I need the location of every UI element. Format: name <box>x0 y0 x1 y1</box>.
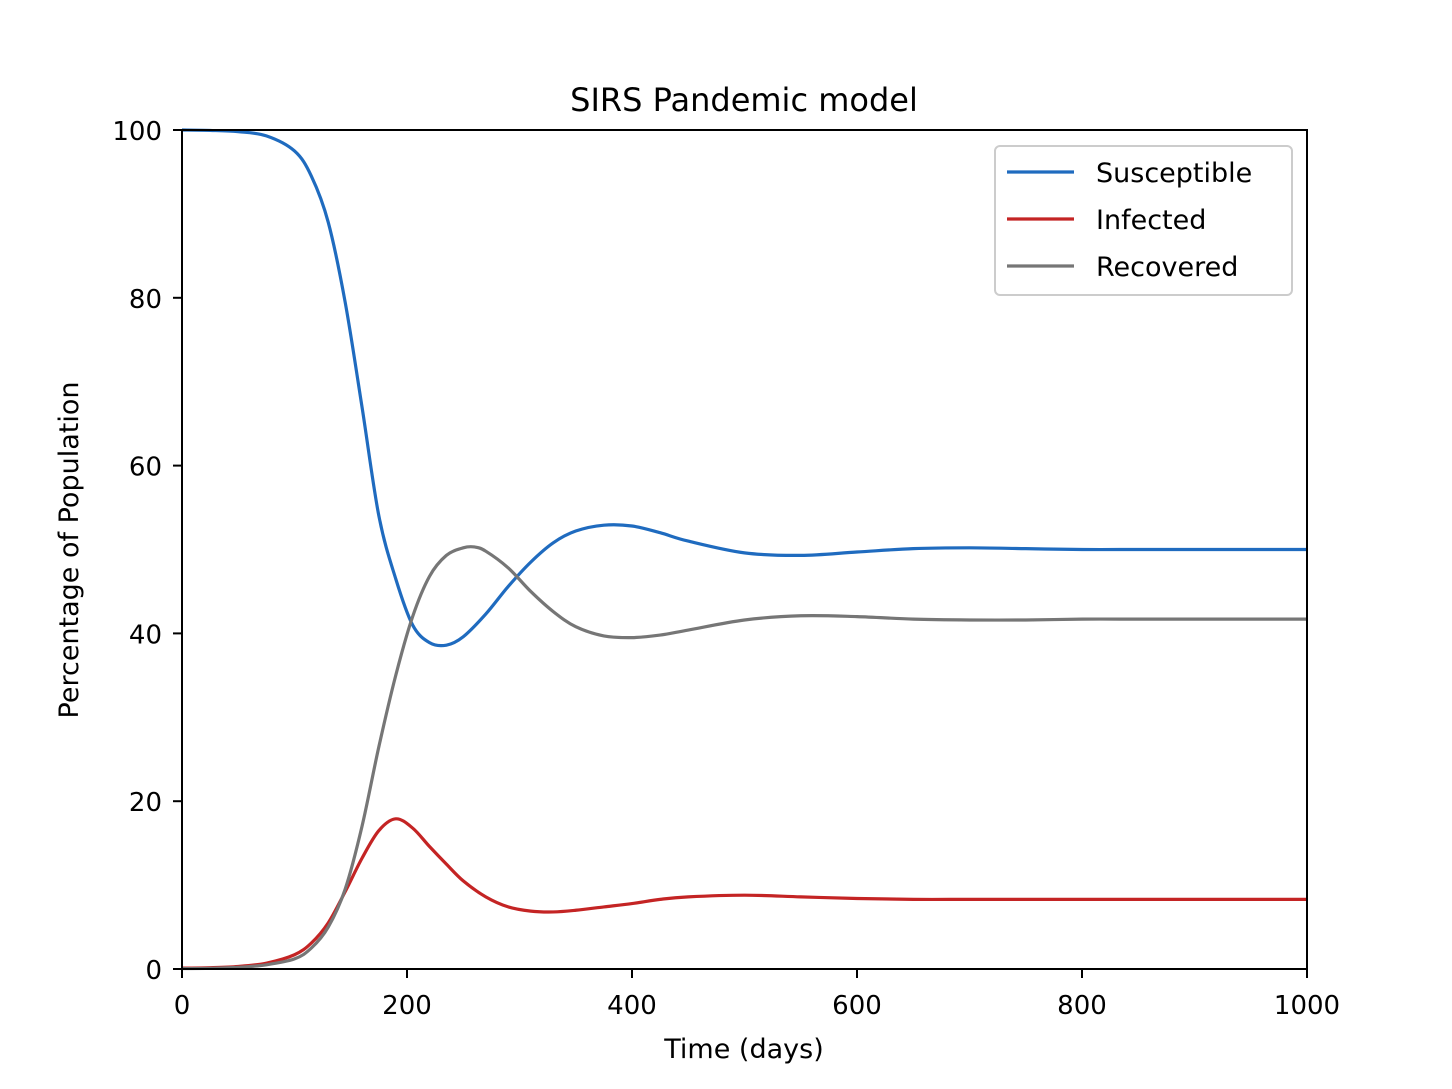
legend-label-susceptible: Susceptible <box>1096 158 1252 189</box>
x-tick-label: 400 <box>607 991 657 1021</box>
plot-area <box>181 128 1308 971</box>
chart-title: SIRS Pandemic model <box>570 81 918 119</box>
y-tick-label: 60 <box>129 453 162 483</box>
y-tick-label: 100 <box>112 117 162 147</box>
series-line-infected <box>181 817 1307 970</box>
legend-entries: Susceptible Infected Recovered <box>1007 158 1252 283</box>
x-axis-label: Time (days) <box>663 1034 823 1065</box>
y-tick-label: 40 <box>129 620 162 650</box>
y-tick-label: 20 <box>129 788 162 818</box>
y-axis-ticks: 0 20 40 60 80 100 <box>112 117 182 986</box>
series-line-recovered <box>181 545 1307 971</box>
x-tick-label: 1000 <box>1274 991 1340 1021</box>
y-axis-label: Percentage of Population <box>54 382 85 719</box>
legend-label-infected: Infected <box>1096 205 1206 236</box>
axes-frame <box>181 129 1308 970</box>
x-tick-label: 200 <box>382 991 432 1021</box>
series-layer <box>181 128 1307 971</box>
x-tick-label: 800 <box>1057 991 1107 1021</box>
series-line-susceptible <box>181 128 1307 648</box>
legend-box <box>994 145 1293 296</box>
x-tick-label: 0 <box>174 991 191 1021</box>
legend-label-recovered: Recovered <box>1096 252 1238 283</box>
x-axis-ticks: 0 200 400 600 800 1000 <box>174 969 1340 1021</box>
y-tick-label: 80 <box>129 285 162 315</box>
x-tick-label: 600 <box>832 991 882 1021</box>
y-tick-label: 0 <box>145 956 162 986</box>
legend: Susceptible Infected Recovered <box>994 145 1293 296</box>
